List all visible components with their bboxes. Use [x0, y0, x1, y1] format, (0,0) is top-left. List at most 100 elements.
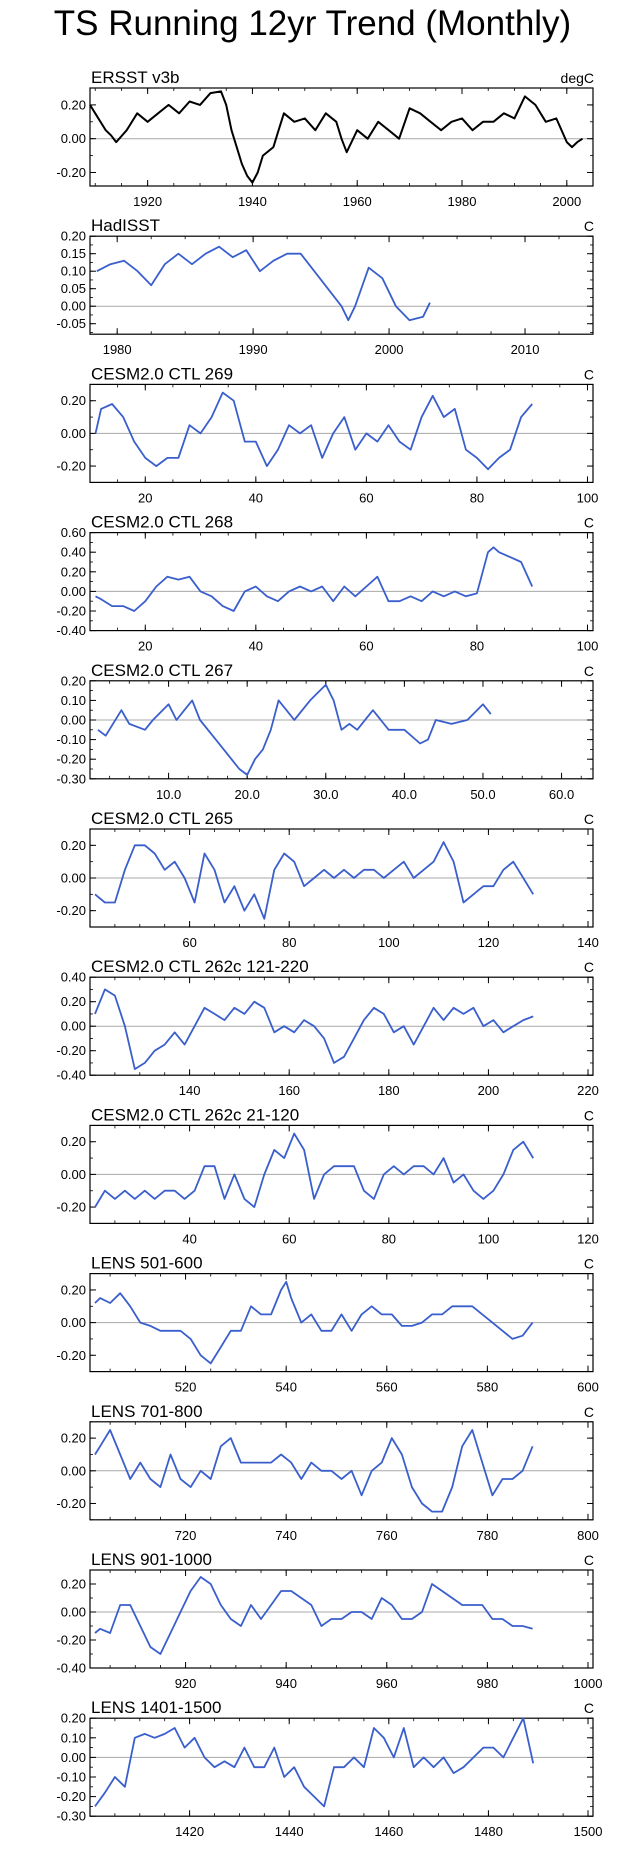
- y-tick-label: -0.20: [56, 1633, 86, 1648]
- chart-panel: CESM2.0 CTL 262c 121-220 C -0.40 -0.20 0.00 0…: [56, 957, 599, 1098]
- x-tick-label: 800: [577, 1528, 599, 1543]
- chart-title: HadISST: [91, 216, 160, 235]
- y-tick-label: 0.00: [61, 426, 86, 441]
- x-tick-label: 60.0: [549, 787, 574, 802]
- series-line: [89, 90, 584, 184]
- x-tick-label: 1500: [574, 1824, 603, 1839]
- units-label: degC: [561, 70, 594, 86]
- x-tick-label: 1990: [239, 342, 268, 357]
- x-tick-label: 780: [477, 1528, 499, 1543]
- series-line: [97, 683, 492, 776]
- plot-frame: [89, 87, 594, 187]
- y-tick-label: 0.20: [61, 673, 86, 688]
- x-tick-label: 100: [577, 490, 599, 505]
- y-tick-label: 0.20: [61, 1431, 86, 1446]
- y-tick-label: -0.40: [56, 1068, 86, 1083]
- x-tick-label: 760: [376, 1528, 398, 1543]
- chart-title: CESM2.0 CTL 262c 121-220: [91, 957, 309, 976]
- y-tick-label: 0.10: [61, 693, 86, 708]
- chart-title: LENS 901-1000: [91, 1550, 212, 1569]
- chart-title: ERSST v3b: [91, 68, 180, 87]
- chart-panel: LENS 1401-1500 C -0.30 -0.20 -0.10 0.00 0.10 0.…: [56, 1698, 602, 1839]
- x-tick-label: 40: [182, 1231, 196, 1246]
- y-tick-label: 0.10: [61, 264, 86, 279]
- y-tick-label: -0.20: [56, 165, 86, 180]
- x-tick-label: 920: [175, 1676, 197, 1691]
- x-tick-label: 20.0: [235, 787, 260, 802]
- x-tick-label: 2010: [511, 342, 540, 357]
- units-label: C: [584, 1404, 594, 1420]
- x-tick-label: 100: [577, 639, 599, 654]
- y-tick-label: -0.10: [56, 1770, 86, 1785]
- y-tick-label: 0.20: [61, 1134, 86, 1149]
- y-tick-label: 0.10: [61, 1730, 86, 1745]
- series-line: [94, 988, 534, 1070]
- y-tick-label: 0.40: [61, 970, 86, 985]
- plot-frame: [89, 1569, 594, 1669]
- x-tick-label: 1920: [133, 194, 162, 209]
- x-tick-label: 200: [478, 1083, 500, 1098]
- y-tick-label: -0.20: [56, 1348, 86, 1363]
- x-tick-label: 1980: [103, 342, 132, 357]
- y-tick-label: -0.05: [56, 316, 86, 331]
- y-tick-label: 0.20: [61, 229, 86, 244]
- chart-panel: CESM2.0 CTL 268 C -0.40 -0.20 0.00 0.20 0.40 0.…: [56, 513, 598, 654]
- x-tick-label: 20: [138, 490, 152, 505]
- y-tick-label: -0.20: [56, 752, 86, 767]
- chart-panel: CESM2.0 CTL 269 C -0.20 0.00 0.20 20 40 60 80 100: [56, 364, 598, 505]
- y-tick-label: 0.00: [61, 1315, 86, 1330]
- units-label: C: [584, 1552, 594, 1568]
- x-tick-label: 40: [249, 490, 263, 505]
- y-tick-label: 0.00: [61, 871, 86, 886]
- y-tick-label: -0.20: [56, 903, 86, 918]
- x-tick-label: 60: [182, 935, 196, 950]
- chart-panel: CESM2.0 CTL 265 C -0.20 0.00 0.20 60 80 100 120 1…: [56, 809, 599, 950]
- x-tick-label: 2000: [552, 194, 581, 209]
- chart-title: CESM2.0 CTL 268: [91, 513, 233, 532]
- series-line: [94, 1132, 534, 1208]
- x-tick-label: 80: [282, 935, 296, 950]
- chart-title: CESM2.0 CTL 262c 21-120: [91, 1105, 299, 1124]
- page-title: TS Running 12yr Trend (Monthly): [53, 4, 572, 43]
- x-tick-label: 1460: [374, 1824, 403, 1839]
- chart-title: CESM2.0 CTL 267: [91, 661, 233, 680]
- x-tick-label: 60: [359, 490, 373, 505]
- x-tick-label: 80: [382, 1231, 396, 1246]
- x-tick-label: 1440: [275, 1824, 304, 1839]
- x-tick-label: 540: [275, 1380, 297, 1395]
- chart-panel: LENS 701-800 C -0.20 0.00 0.20 720 740 760 780 80…: [56, 1402, 598, 1543]
- x-tick-label: 10.0: [156, 787, 181, 802]
- series-line: [94, 1429, 534, 1513]
- chart-title: LENS 1401-1500: [91, 1698, 221, 1717]
- x-tick-label: 600: [577, 1380, 599, 1395]
- x-tick-label: 60: [282, 1231, 296, 1246]
- chart-panel: HadISST C -0.05 0.00 0.05 0.10 0.15 0.20 1980 199…: [56, 216, 594, 357]
- series-line: [94, 391, 533, 471]
- x-tick-label: 20: [138, 639, 152, 654]
- x-tick-label: 1960: [343, 194, 372, 209]
- y-tick-label: 0.00: [61, 131, 86, 146]
- y-tick-label: 0.00: [61, 1463, 86, 1478]
- x-tick-label: 100: [478, 1231, 500, 1246]
- y-tick-label: 0.20: [61, 393, 86, 408]
- chart-title: LENS 501-600: [91, 1254, 203, 1273]
- y-tick-label: 0.20: [61, 564, 86, 579]
- units-label: C: [584, 515, 594, 531]
- chart-panel: CESM2.0 CTL 267 C -0.30 -0.20 -0.10 0.00 0.10 0…: [56, 661, 594, 802]
- chart-panel: ERSST v3b degC -0.20 0.00 0.20 1920 1940 1960 19…: [56, 68, 594, 209]
- y-tick-label: 0.00: [61, 1605, 86, 1620]
- x-tick-label: 140: [577, 935, 599, 950]
- series-line: [95, 546, 534, 612]
- x-tick-label: 220: [577, 1083, 599, 1098]
- x-tick-label: 50.0: [470, 787, 495, 802]
- y-tick-label: 0.20: [61, 1282, 86, 1297]
- x-tick-label: 120: [478, 935, 500, 950]
- chart-title: CESM2.0 CTL 265: [91, 809, 233, 828]
- units-label: C: [584, 1107, 594, 1123]
- x-tick-label: 60: [359, 639, 373, 654]
- x-tick-label: 720: [175, 1528, 197, 1543]
- x-tick-label: 520: [175, 1380, 197, 1395]
- series-line: [94, 841, 534, 920]
- y-tick-label: 0.00: [61, 713, 86, 728]
